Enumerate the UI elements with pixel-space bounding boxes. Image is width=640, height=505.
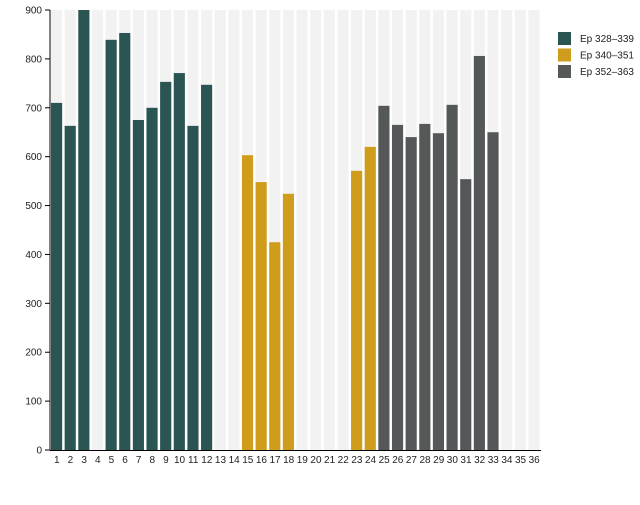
x-tick-label: 34 [501, 455, 513, 466]
bar [187, 125, 199, 450]
y-tick-label: 400 [25, 250, 42, 261]
x-tick-label: 5 [109, 455, 115, 466]
category-stripe [337, 10, 349, 450]
x-tick-label: 10 [174, 455, 186, 466]
bar [78, 10, 90, 450]
legend-swatch [558, 65, 571, 78]
bar [241, 155, 254, 450]
x-tick-label: 8 [150, 455, 156, 466]
x-tick-label: 9 [163, 455, 169, 466]
x-tick-label: 14 [229, 455, 241, 466]
bar [119, 32, 131, 450]
y-tick-label: 300 [25, 299, 42, 310]
x-tick-label: 1 [54, 455, 60, 466]
legend-swatch [558, 32, 571, 45]
bar [391, 124, 404, 450]
bar [378, 105, 390, 451]
x-tick-label: 29 [433, 455, 445, 466]
x-tick-label: 2 [68, 455, 74, 466]
category-stripe [323, 10, 335, 450]
y-tick-label: 700 [25, 103, 42, 114]
x-tick-label: 3 [81, 455, 87, 466]
x-tick-label: 36 [529, 455, 541, 466]
category-stripe [514, 10, 526, 450]
category-stripe [269, 10, 281, 450]
bar [160, 81, 172, 450]
x-tick-label: 31 [460, 455, 472, 466]
x-tick-label: 15 [242, 455, 254, 466]
bar [405, 137, 417, 450]
legend-label: Ep 340–351 [580, 51, 634, 62]
bar [146, 107, 158, 451]
x-tick-label: 4 [95, 455, 101, 466]
bars [51, 10, 499, 451]
bar [51, 102, 63, 450]
x-tick-label: 11 [188, 455, 199, 466]
bar [201, 84, 213, 451]
bar [269, 242, 281, 450]
legend-swatch [558, 48, 571, 62]
y-tick-label: 900 [25, 6, 42, 17]
x-tick-label: 27 [406, 455, 418, 466]
y-tick-label: 100 [25, 397, 42, 408]
legend-label: Ep 328–339 [580, 34, 634, 45]
x-tick-label: 6 [122, 455, 128, 466]
x-tick-label: 16 [256, 455, 268, 466]
y-tick-label: 800 [25, 54, 42, 65]
x-tick-label: 25 [379, 455, 391, 466]
y-tick-label: 0 [36, 446, 42, 457]
y-tick-label: 600 [25, 152, 42, 163]
y-tick-label: 200 [25, 348, 42, 359]
bar [105, 39, 117, 450]
bar [487, 132, 499, 450]
x-tick-label: 18 [283, 455, 295, 466]
bar [282, 193, 294, 451]
x-tick-label: 24 [365, 455, 377, 466]
x-tick-label: 33 [488, 455, 500, 466]
x-tick-label: 12 [201, 455, 213, 466]
x-tick-label: 17 [269, 455, 281, 466]
category-stripe [91, 10, 104, 450]
x-tick-label: 30 [447, 455, 459, 466]
bar [446, 104, 458, 450]
legend: Ep 328–339 Ep 340–351 Ep 352–363 [558, 32, 634, 78]
category-stripe [228, 10, 240, 450]
x-tick-label: 23 [351, 455, 363, 466]
bar [473, 55, 485, 450]
legend-label: Ep 352–363 [580, 67, 634, 78]
category-stripe [528, 10, 540, 450]
x-tick-label: 35 [515, 455, 527, 466]
x-tick-label: 21 [324, 455, 336, 466]
bar [419, 123, 431, 451]
x-tick-label: 20 [310, 455, 322, 466]
category-stripe [310, 10, 322, 450]
bar [255, 182, 267, 451]
y-axis: 0 100 200 300 400 500 600 700 800 900 [25, 6, 51, 457]
bar [460, 179, 472, 450]
bar [432, 133, 445, 450]
x-tick-label: 7 [136, 455, 142, 466]
bar [173, 73, 185, 451]
x-tick-label: 19 [297, 455, 309, 466]
category-stripe [501, 10, 513, 450]
category-stripe [296, 10, 308, 450]
x-tick-label: 22 [338, 455, 350, 466]
y-tick-label: 500 [25, 201, 42, 212]
x-tick-label: 32 [474, 455, 486, 466]
x-tick-label: 26 [392, 455, 404, 466]
x-tick-label: 28 [420, 455, 432, 466]
bar [64, 125, 76, 450]
x-axis: 1 2 3 4 5 6 7 8 9 10 11 12 13 14 15 16 17 18 19 20 21 22 23 24 2… [50, 450, 541, 466]
bar [351, 170, 363, 450]
bar [132, 120, 144, 450]
bar [364, 146, 376, 450]
x-tick-label: 13 [215, 455, 227, 466]
category-stripe [214, 10, 226, 450]
